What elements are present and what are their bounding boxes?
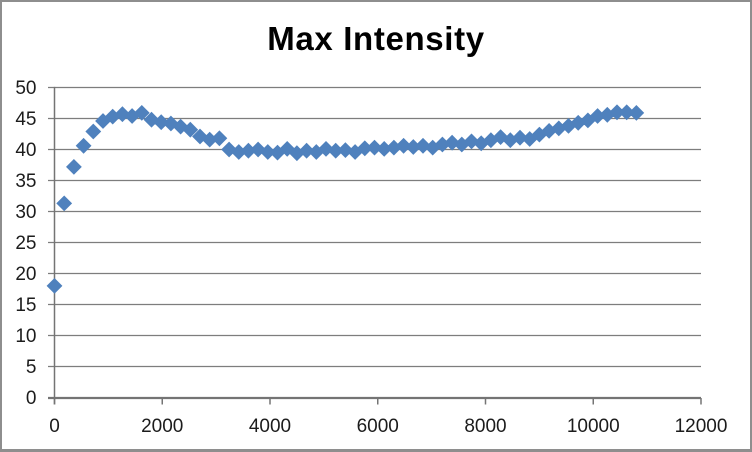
svg-text:4000: 4000 (249, 416, 291, 437)
svg-text:50: 50 (15, 78, 36, 99)
svg-text:25: 25 (15, 233, 36, 254)
svg-text:30: 30 (15, 202, 36, 223)
svg-text:8000: 8000 (464, 416, 506, 437)
svg-text:5: 5 (26, 357, 37, 378)
svg-text:20: 20 (15, 264, 36, 285)
svg-text:15: 15 (15, 295, 36, 316)
svg-text:12000: 12000 (675, 416, 728, 437)
svg-text:10000: 10000 (567, 416, 620, 437)
svg-text:35: 35 (15, 171, 36, 192)
svg-text:0: 0 (26, 388, 37, 409)
svg-text:45: 45 (15, 109, 36, 130)
svg-text:0: 0 (49, 416, 60, 437)
svg-text:40: 40 (15, 140, 36, 161)
svg-text:10: 10 (15, 326, 36, 347)
svg-text:6000: 6000 (357, 416, 399, 437)
svg-text:2000: 2000 (141, 416, 183, 437)
